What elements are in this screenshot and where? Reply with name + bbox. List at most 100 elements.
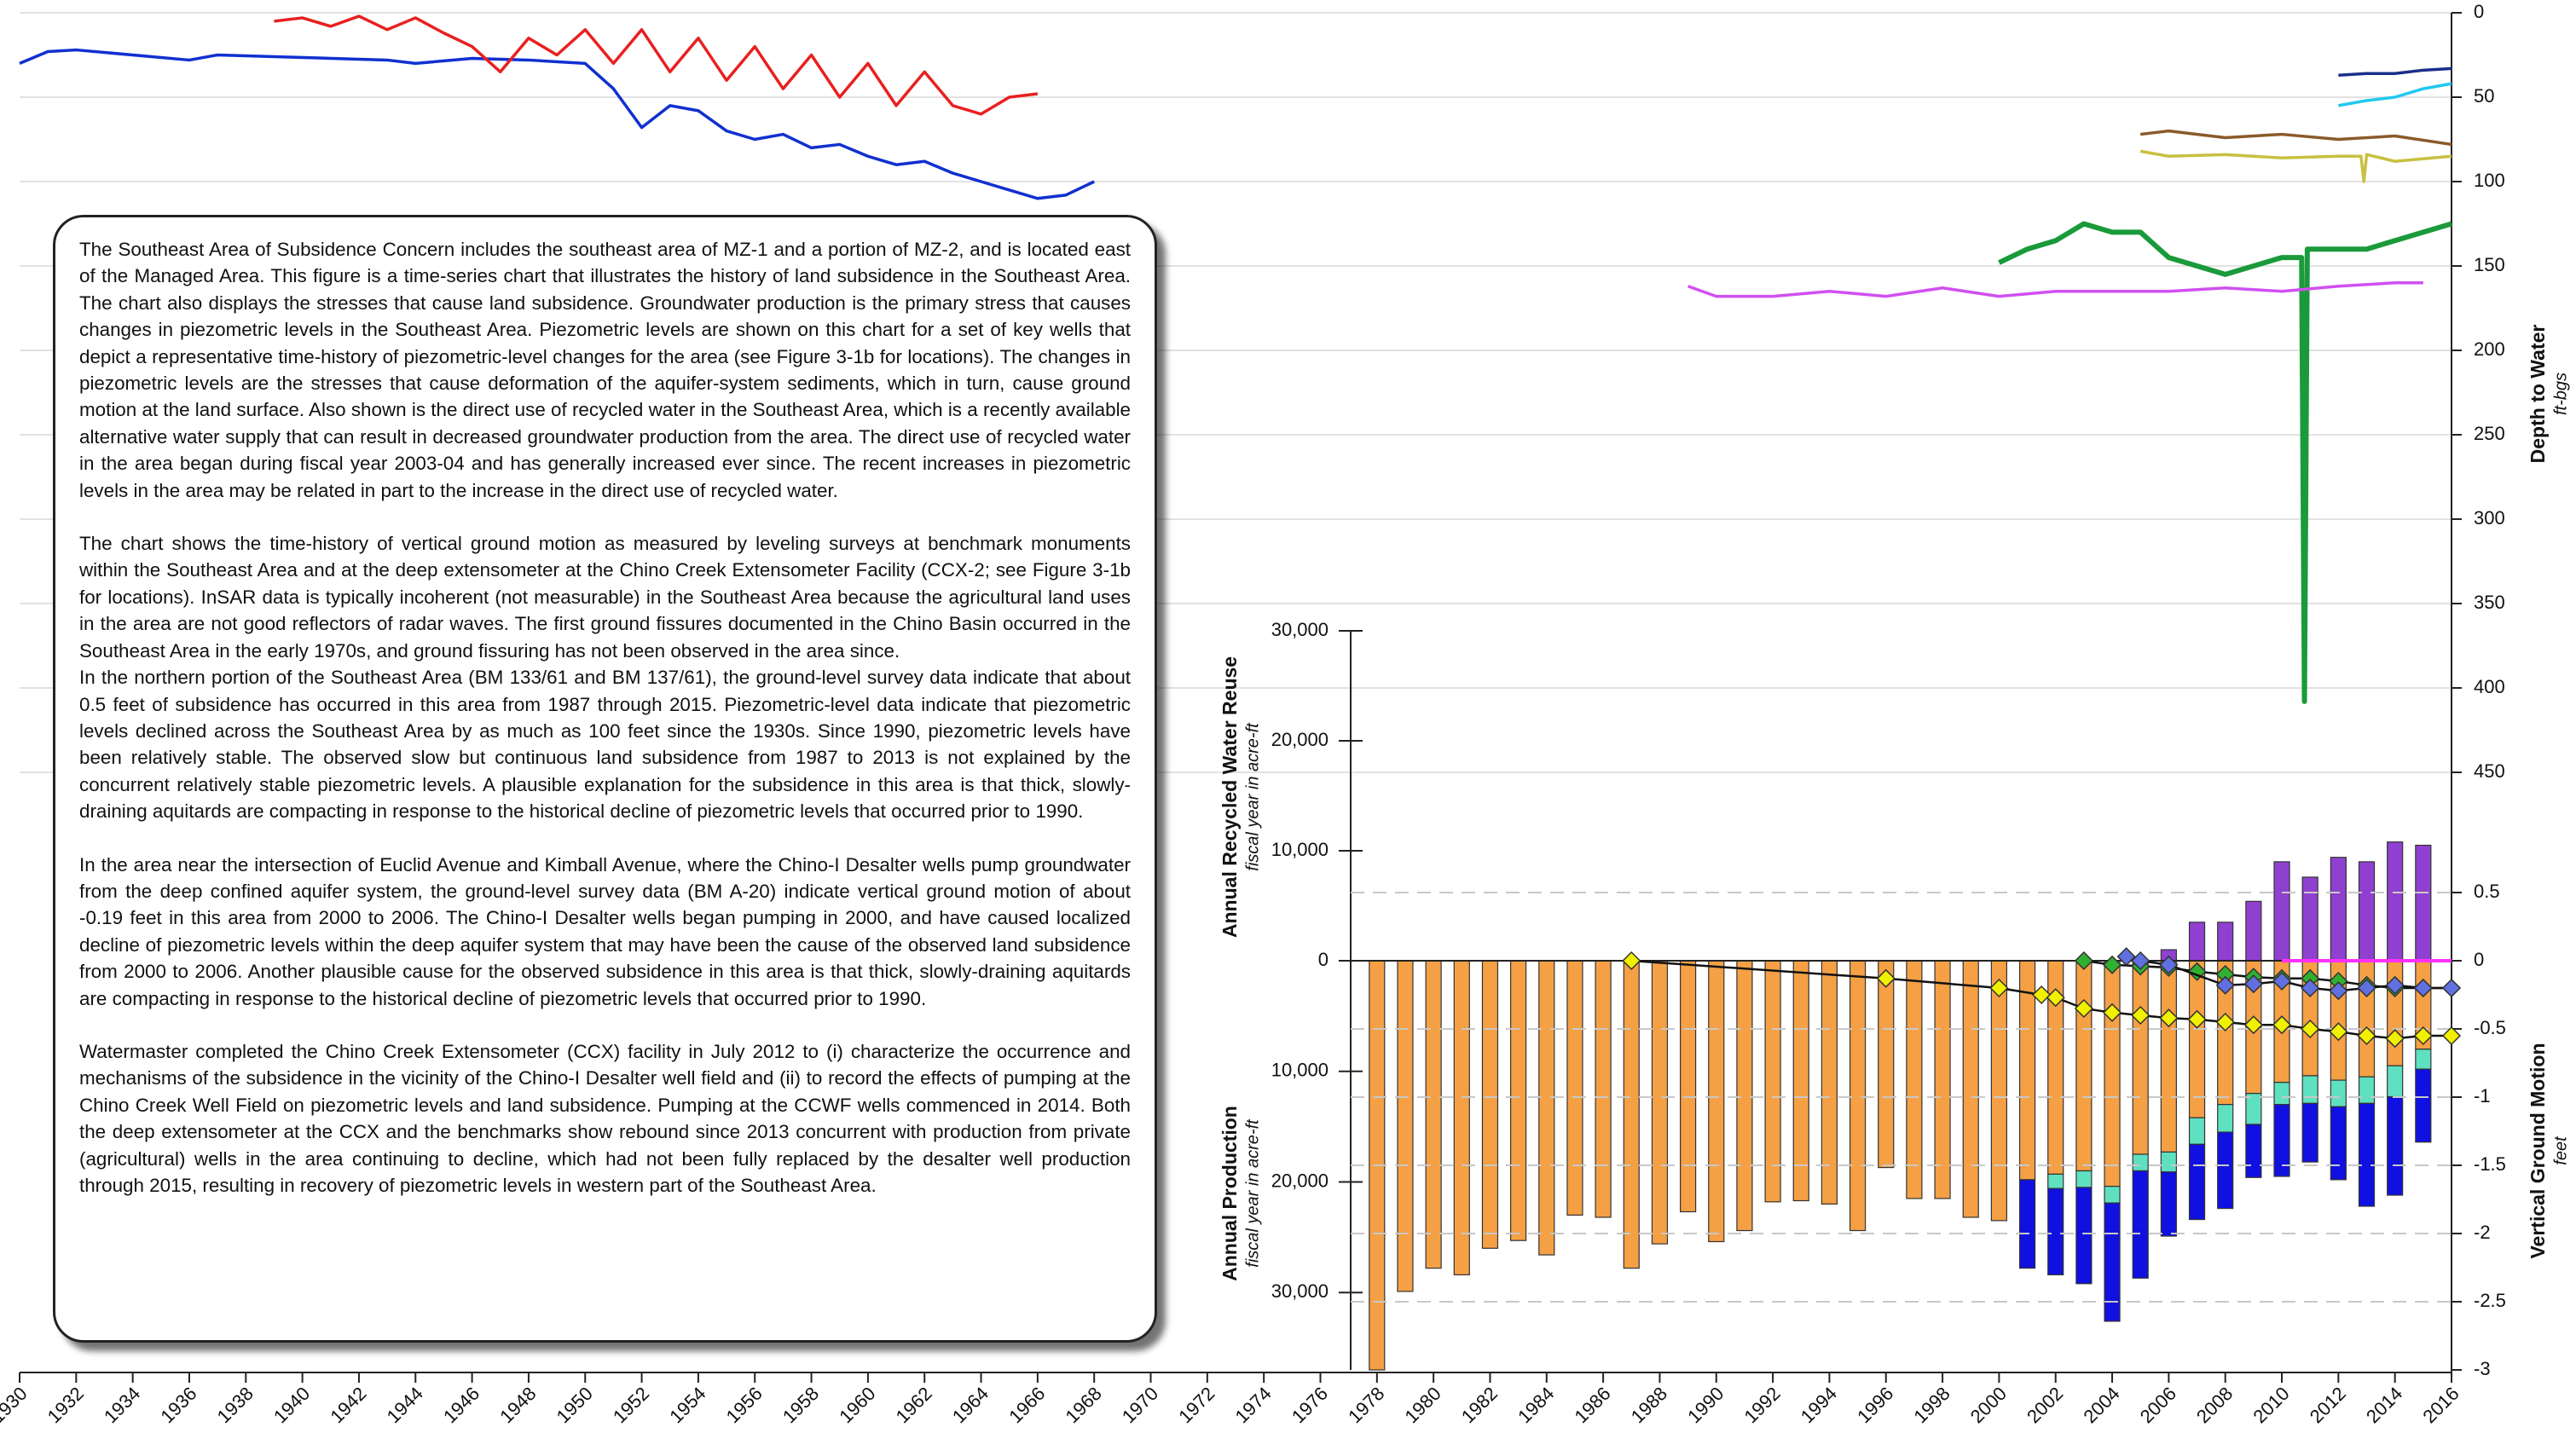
- bar: [1990, 960, 2007, 1222]
- axis-title: Vertical Ground Motion: [2527, 1043, 2549, 1258]
- axis-subtitle: fiscal year in acre-ft: [1243, 722, 1262, 871]
- axis-title: Depth to Water: [2527, 325, 2549, 464]
- marker: [2131, 951, 2151, 971]
- bar: [1566, 960, 1583, 1216]
- axis-subtitle: fiscal year in acre-ft: [1243, 1118, 1262, 1268]
- bar: [2273, 1082, 2290, 1106]
- marker: [2243, 1015, 2263, 1035]
- y-tick-label: 100: [2474, 170, 2505, 191]
- bar: [2160, 1171, 2177, 1237]
- bar: [2273, 1104, 2290, 1177]
- y-tick-label: -1: [2474, 1085, 2491, 1107]
- series-line: [1998, 221, 2452, 704]
- x-tick-label: 1948: [495, 1383, 540, 1427]
- x-tick-label: 1978: [1344, 1383, 1388, 1427]
- bar: [2188, 1117, 2206, 1145]
- x-tick-label: 1972: [1174, 1383, 1219, 1427]
- y-tick-label: 0: [2474, 1, 2484, 22]
- y-tick-label: -2: [2474, 1222, 2491, 1243]
- y-tick-label: 20,000: [1271, 729, 1329, 750]
- marker: [2032, 985, 2052, 1005]
- marker: [2272, 971, 2292, 991]
- bar: [2330, 1079, 2347, 1107]
- x-tick-label: 2008: [2192, 1383, 2237, 1427]
- y-tick-label: 0: [2474, 949, 2484, 970]
- paragraph: The chart shows the time-history of vert…: [79, 533, 1131, 662]
- x-tick-label: 1958: [779, 1383, 823, 1427]
- marker: [2046, 988, 2065, 1008]
- bar: [2301, 876, 2318, 962]
- paragraph: Watermaster completed the Chino Creek Ex…: [79, 1040, 1131, 1196]
- bar: [2358, 1076, 2376, 1104]
- series-line: [2338, 66, 2452, 78]
- bar: [2245, 1124, 2262, 1178]
- x-tick-label: 1932: [43, 1383, 88, 1427]
- marker: [1622, 951, 1641, 971]
- bar: [2358, 861, 2376, 962]
- bar: [2330, 1106, 2347, 1181]
- marker: [1876, 968, 1896, 988]
- bar: [2132, 1153, 2149, 1172]
- bar: [2245, 900, 2262, 962]
- bar: [2160, 960, 2177, 1153]
- marker: [2357, 978, 2376, 998]
- y-tick-label: 10,000: [1271, 839, 1329, 860]
- series-line: [2140, 129, 2452, 147]
- bar: [2188, 1143, 2206, 1221]
- bar: [1736, 960, 1753, 1232]
- x-tick-label: 1984: [1514, 1383, 1558, 1427]
- x-tick-label: 1976: [1288, 1383, 1332, 1427]
- paragraph: The Southeast Area of Subsidence Concern…: [79, 239, 1131, 501]
- y-tick-label: -1.5: [2474, 1153, 2506, 1175]
- x-tick-label: 1966: [1004, 1383, 1049, 1427]
- bar: [2047, 1173, 2064, 1189]
- marker: [2074, 998, 2093, 1019]
- x-tick-label: 2004: [2079, 1383, 2123, 1427]
- marker: [2102, 1003, 2122, 1022]
- x-tick-label: 1942: [326, 1383, 370, 1427]
- marker: [2357, 1026, 2376, 1046]
- text-box: The Southeast Area of Subsidence Concern…: [53, 215, 1157, 1343]
- marker: [2385, 1029, 2405, 1049]
- bar: [1453, 960, 1470, 1276]
- marker: [2074, 951, 2093, 971]
- y-tick-label: 30,000: [1271, 1280, 1329, 1302]
- x-tick-label: 1938: [213, 1383, 258, 1427]
- x-tick-label: 1964: [948, 1383, 993, 1427]
- bar: [1595, 960, 1612, 1218]
- series-line: [2139, 149, 2452, 183]
- marker: [2187, 1009, 2207, 1029]
- x-tick-label: 2006: [2136, 1383, 2180, 1427]
- bar: [2217, 1104, 2234, 1133]
- bar: [1425, 960, 1442, 1269]
- bar: [1708, 960, 1725, 1243]
- bar: [2132, 1170, 2149, 1279]
- bar: [2217, 922, 2234, 962]
- x-tick-label: 1934: [100, 1383, 144, 1427]
- series-line: [274, 14, 1039, 116]
- marker: [2116, 947, 2136, 967]
- x-tick-label: 1952: [609, 1383, 653, 1427]
- bar: [2301, 1102, 2318, 1163]
- x-tick-label: 1970: [1118, 1383, 1162, 1427]
- marker: [2413, 1026, 2433, 1046]
- bar: [1962, 960, 1979, 1218]
- x-tick-label: 1994: [1797, 1383, 1841, 1427]
- x-tick-label: 1946: [439, 1383, 483, 1427]
- y-tick-label: 400: [2474, 676, 2505, 697]
- bar: [2387, 1065, 2404, 1098]
- series-line: [2338, 82, 2452, 107]
- marker: [2385, 975, 2405, 995]
- x-tick-label: 2014: [2362, 1383, 2406, 1427]
- y-tick-label: 0: [1318, 949, 1329, 970]
- bar: [1849, 960, 1867, 1232]
- marker: [2215, 1012, 2235, 1032]
- bar: [2301, 1075, 2318, 1104]
- paragraph: In the area near the intersection of Euc…: [79, 853, 1131, 1009]
- marker: [2215, 975, 2235, 995]
- marker: [1989, 978, 2009, 998]
- bar: [1934, 960, 1951, 1199]
- bar: [2415, 844, 2432, 962]
- x-tick-label: 1960: [835, 1383, 879, 1427]
- x-tick-label: 1996: [1853, 1383, 1897, 1427]
